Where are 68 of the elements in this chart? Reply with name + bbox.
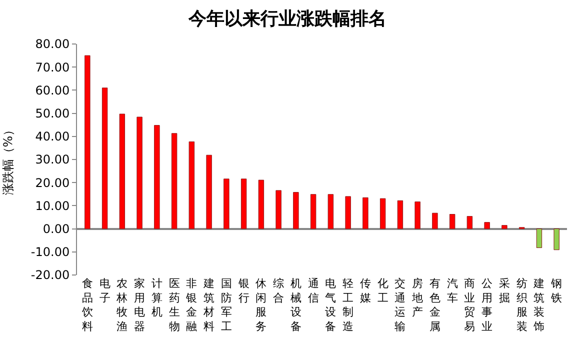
x-tick-label: 钢铁 [550, 277, 562, 304]
x-tick-label: 通信 [308, 277, 319, 304]
bar [397, 200, 404, 230]
bar [554, 228, 560, 250]
bar [380, 198, 386, 230]
x-tick-label: 综合 [273, 277, 284, 304]
bar [276, 190, 282, 230]
x-tick-label: 传媒 [360, 277, 371, 304]
bar [84, 55, 90, 230]
bar [310, 194, 316, 230]
bar [188, 141, 195, 230]
x-tick-label: 公用事业 [482, 277, 493, 333]
x-tick-label: 交通运输 [394, 277, 406, 333]
x-tick-label: 计算机 [151, 277, 162, 319]
chart-title: 今年以来行业涨跌幅排名 [188, 8, 386, 30]
y-tick-label: -10.00 [30, 245, 70, 260]
x-tick-label: 食品饮料 [80, 277, 93, 333]
y-axis-title: 涨跌幅（%） [1, 124, 16, 196]
bar [502, 225, 508, 230]
bar [449, 214, 456, 230]
x-tick-label: 汽车 [446, 277, 458, 304]
x-tick-label: 农林牧渔 [116, 277, 128, 333]
bar [171, 133, 178, 230]
y-tick-label: 70.00 [35, 60, 70, 74]
bar [362, 197, 368, 230]
x-tick-label: 建筑装饰 [532, 277, 545, 333]
x-tick-label: 家用电器 [134, 277, 146, 333]
bar [154, 125, 160, 230]
x-tick-label: 化工 [377, 277, 388, 304]
x-tick-label: 有色金属 [429, 277, 440, 333]
bar [432, 212, 438, 230]
bar [102, 88, 108, 230]
bar [328, 194, 334, 230]
x-tick-label: 银行 [237, 277, 250, 304]
bar [293, 192, 299, 230]
bar [224, 178, 230, 230]
y-tick-label: -20.00 [30, 268, 70, 282]
x-tick-label: 非银金融 [185, 277, 198, 333]
x-tick-label: 建筑材料 [202, 277, 215, 333]
bar [345, 196, 351, 230]
bar [484, 222, 490, 230]
bar [536, 228, 542, 248]
x-tick-label: 电气设备 [325, 277, 336, 333]
x-tick-label: 医药生物 [168, 277, 180, 333]
y-tick-label: 50.00 [35, 106, 70, 120]
y-tick-label: 10.00 [35, 198, 70, 213]
x-tick-label: 电子 [99, 277, 110, 304]
bar [414, 202, 420, 230]
bar [206, 154, 212, 230]
bar [240, 178, 247, 230]
bar [258, 180, 264, 230]
x-tick-label: 商业贸易 [464, 277, 476, 333]
x-tick-label: 休闲服务 [256, 277, 267, 333]
y-tick-label: 60.00 [35, 83, 70, 98]
y-tick-label: 80.00 [35, 37, 70, 52]
bar [466, 216, 473, 230]
y-tick-label: 20.00 [35, 176, 70, 190]
bar [136, 116, 142, 230]
x-tick-label: 纺织服装 [516, 277, 528, 333]
x-tick-label: 轻工制造 [342, 277, 354, 333]
bar [119, 114, 126, 230]
y-tick-label: 30.00 [35, 152, 70, 167]
y-tick-label: 0.00 [42, 222, 70, 236]
x-tick-label: 房地产 [411, 277, 424, 319]
x-tick-label: 国防军工 [220, 277, 232, 333]
x-tick-label: 采掘 [498, 277, 510, 304]
y-tick-label: 40.00 [35, 130, 70, 144]
x-tick-label: 机械设备 [290, 277, 302, 333]
